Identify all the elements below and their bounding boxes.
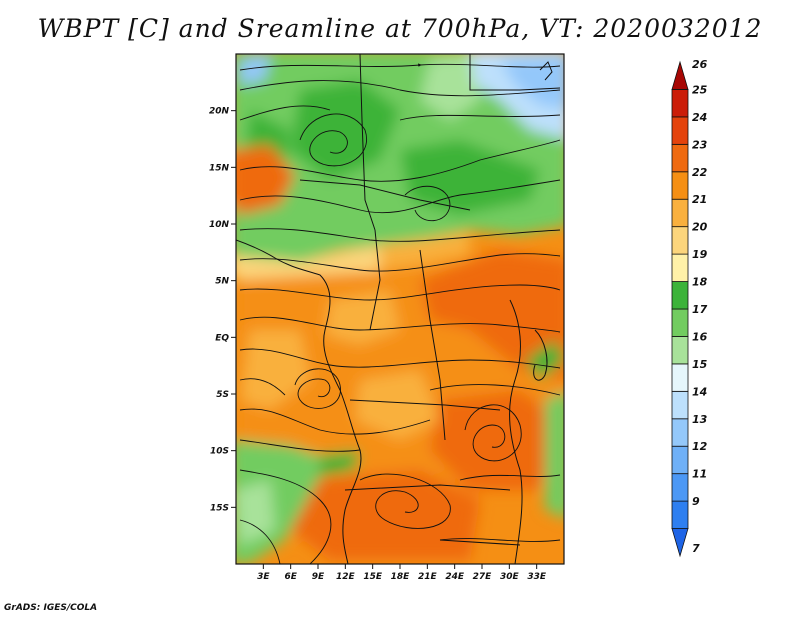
colorbar-swatch xyxy=(671,253,689,282)
lon-tick-label: 24E xyxy=(445,572,465,582)
colorbar-swatch xyxy=(671,363,689,392)
colorbar-swatch xyxy=(671,281,689,310)
streamlines xyxy=(239,63,561,564)
colorbar-swatch xyxy=(671,89,689,118)
colorbar-label: 23 xyxy=(692,138,708,151)
colorbar-swatch xyxy=(671,226,689,255)
lat-tick-label: 15S xyxy=(210,503,229,513)
colorbar-label: 20 xyxy=(692,221,708,234)
colorbar-label: 22 xyxy=(692,166,708,179)
colorbar-swatch xyxy=(671,500,689,529)
colorbar-swatch xyxy=(671,116,689,145)
grads-credit: GrADS: IGES/COLA xyxy=(4,603,98,613)
map-title: WBPT [C] and Sreamline at 700hPa, VT: 20… xyxy=(37,14,763,43)
lon-tick-label: 6E xyxy=(284,572,297,582)
lon-tick-label: 33E xyxy=(527,572,547,582)
colorbar-label: 9 xyxy=(692,495,700,508)
lat-tick-label: 10N xyxy=(209,220,230,230)
lon-tick-label: 18E xyxy=(391,572,411,582)
colorbar-swatch xyxy=(671,143,689,173)
colorbar-label: 14 xyxy=(692,385,707,398)
lat-tick-label: 20N xyxy=(209,107,230,117)
lon-tick-label: 27E xyxy=(473,572,493,582)
colorbar-label: 13 xyxy=(692,413,708,426)
lon-tick-label: 3E xyxy=(257,572,270,582)
colorbar-swatch xyxy=(671,336,689,365)
colorbar-label: 17 xyxy=(692,303,708,316)
latitude-axis: 20N 15N 10N 5N EQ 5S 10S 15S xyxy=(209,107,236,513)
lon-tick-label: 9E xyxy=(312,572,325,582)
lon-tick-label: 21E xyxy=(418,572,438,582)
colorbar-label: 19 xyxy=(692,248,708,261)
wbpt-colorbar: 7 9 11 12 13 14 15 16 17 18 19 20 21 22 23 24 25 26 xyxy=(671,58,708,558)
colorbar-label: 21 xyxy=(692,193,707,206)
lat-tick-label: 5S xyxy=(216,390,229,400)
colorbar-swatch xyxy=(671,445,689,475)
colorbar-label: 15 xyxy=(692,358,708,371)
colorbar-label: 7 xyxy=(692,542,700,555)
colorbar-swatch xyxy=(671,60,689,90)
lat-tick-label: 15N xyxy=(209,163,230,173)
colorbar-label: 26 xyxy=(692,58,708,71)
colorbar-label: 18 xyxy=(692,276,708,289)
colorbar-swatch xyxy=(671,418,689,447)
lon-tick-label: 12E xyxy=(336,572,356,582)
lon-tick-label: 30E xyxy=(500,572,520,582)
colorbar-label: 16 xyxy=(692,330,708,343)
colorbar-label: 12 xyxy=(692,440,708,453)
colorbar-swatch xyxy=(671,308,689,337)
colorbar-label: 25 xyxy=(692,83,708,96)
colorbar-swatch xyxy=(671,171,689,200)
colorbar-swatch xyxy=(671,198,689,228)
longitude-axis: 3E 6E 9E 12E 15E 18E 21E 24E 27E 30E 33E xyxy=(257,564,547,582)
colorbar-swatch xyxy=(671,473,689,502)
lon-tick-label: 15E xyxy=(363,572,383,582)
colorbar-label: 11 xyxy=(692,468,707,481)
colorbar-swatch xyxy=(671,390,689,420)
country-borders xyxy=(236,54,561,564)
colorbar-label: 24 xyxy=(692,111,707,124)
lat-tick-label: 5N xyxy=(215,277,229,287)
wbpt-field xyxy=(236,54,564,564)
lat-tick-label: EQ xyxy=(215,333,229,343)
colorbar-swatch xyxy=(671,528,689,558)
lat-tick-label: 10S xyxy=(210,447,229,457)
